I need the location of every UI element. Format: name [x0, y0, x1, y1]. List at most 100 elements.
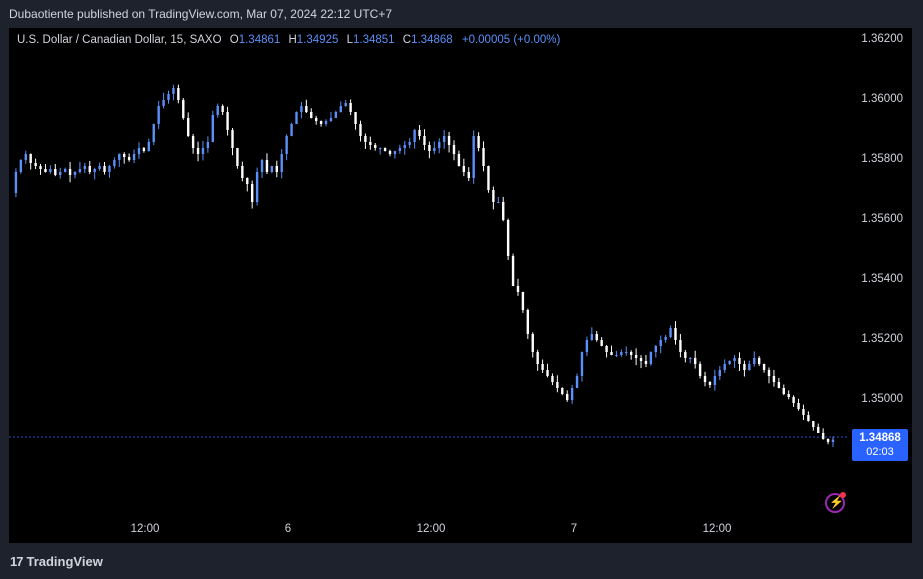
- candle-body: [132, 154, 136, 160]
- candle-body: [226, 112, 229, 130]
- candle-body: [826, 439, 830, 442]
- candle-body: [24, 154, 27, 160]
- candle-body: [698, 364, 702, 376]
- candle-body: [374, 145, 377, 148]
- candle-body: [211, 115, 215, 142]
- candle-body: [541, 364, 544, 370]
- lightning-icon[interactable]: [825, 493, 845, 513]
- candle-body: [265, 160, 269, 172]
- candle-body: [83, 166, 87, 169]
- candle-body: [644, 361, 648, 364]
- candle-body: [556, 382, 559, 388]
- candle-body: [659, 340, 662, 346]
- candle-body: [821, 433, 825, 439]
- candle-body: [738, 358, 741, 364]
- candle-body: [590, 334, 594, 340]
- candle-body: [339, 106, 342, 112]
- candle-body: [506, 220, 510, 256]
- candle-body: [162, 100, 165, 106]
- time-tick: 6: [284, 523, 292, 535]
- candle-body: [157, 106, 160, 124]
- candle-body: [172, 88, 175, 94]
- candle-body: [728, 361, 731, 364]
- candle-body: [63, 169, 67, 172]
- candle-body: [477, 136, 480, 148]
- candle-body: [54, 169, 57, 175]
- candle-body: [221, 106, 224, 112]
- price-tick: 1.36200: [861, 33, 903, 45]
- candle-body: [216, 106, 219, 115]
- candle-body: [585, 340, 589, 352]
- high-label: H: [288, 34, 297, 46]
- current-price-badge: 1.34868 02:03: [852, 429, 908, 461]
- candle-body: [191, 136, 195, 148]
- candle-body: [167, 94, 170, 100]
- candle-body: [438, 142, 441, 148]
- candle-body: [610, 352, 613, 355]
- candle-body: [73, 172, 77, 175]
- candle-body: [206, 142, 210, 148]
- candle-body: [44, 169, 47, 172]
- candle-body: [113, 160, 116, 166]
- candle-body: [408, 142, 411, 145]
- candle-body: [679, 340, 682, 352]
- candle-body: [669, 328, 672, 337]
- candle-body: [78, 169, 82, 172]
- candle-body: [250, 184, 254, 202]
- candle-body: [693, 358, 697, 364]
- candle-body: [757, 358, 761, 364]
- candle-body: [231, 130, 234, 148]
- bottom-bar: [0, 543, 923, 579]
- price-tick: 1.35000: [861, 393, 903, 405]
- candle-body: [467, 172, 470, 178]
- candle-body: [270, 166, 274, 172]
- high-value: 1.34925: [296, 34, 339, 46]
- candle-body: [246, 178, 249, 184]
- low-label: L: [346, 34, 353, 46]
- candle-body: [502, 202, 505, 220]
- tradingview-logo[interactable]: 17 TradingView: [10, 554, 103, 569]
- candle-body: [684, 352, 687, 358]
- candle-body: [88, 166, 91, 172]
- candle-body: [767, 370, 771, 376]
- candle-body: [201, 148, 205, 154]
- open-value: 1.34861: [238, 34, 281, 46]
- candle-body: [782, 388, 785, 394]
- candle-body: [59, 172, 62, 175]
- candle-body: [19, 160, 23, 172]
- candle-body: [118, 154, 121, 160]
- candle-body: [462, 166, 466, 172]
- candle-body: [393, 151, 397, 154]
- candle-body: [378, 148, 382, 149]
- candle-body: [713, 376, 717, 385]
- candle-body: [492, 190, 495, 202]
- candle-body: [359, 124, 362, 136]
- candle-body: [324, 121, 328, 124]
- price-tick: 1.35600: [861, 213, 903, 225]
- candle-body: [68, 169, 72, 175]
- candle-body: [772, 376, 776, 382]
- candle-body: [748, 364, 751, 370]
- lightning-glyph-icon: ⚡: [829, 495, 844, 509]
- low-value: 1.34851: [352, 34, 395, 46]
- candle-body: [442, 136, 446, 142]
- top-bar: Dubaotiente published on TradingView.com…: [0, 0, 923, 28]
- price-tick: 1.36000: [861, 93, 903, 105]
- close-label: C: [402, 34, 412, 46]
- candle-body: [93, 169, 96, 172]
- candle-body: [14, 172, 18, 193]
- candle-body: [275, 166, 278, 172]
- candle-body: [575, 376, 579, 388]
- tradingview-mark-icon: 17: [10, 554, 24, 569]
- candle-body: [703, 376, 707, 382]
- candle-body: [605, 346, 608, 352]
- candle-body: [344, 103, 347, 106]
- time-tick: 12:00: [416, 523, 446, 535]
- candle-body: [108, 166, 111, 172]
- candle-body: [689, 358, 692, 359]
- candle-body: [797, 403, 800, 409]
- candle-body: [319, 121, 323, 124]
- candle-body: [595, 334, 598, 340]
- candle-body: [260, 160, 264, 172]
